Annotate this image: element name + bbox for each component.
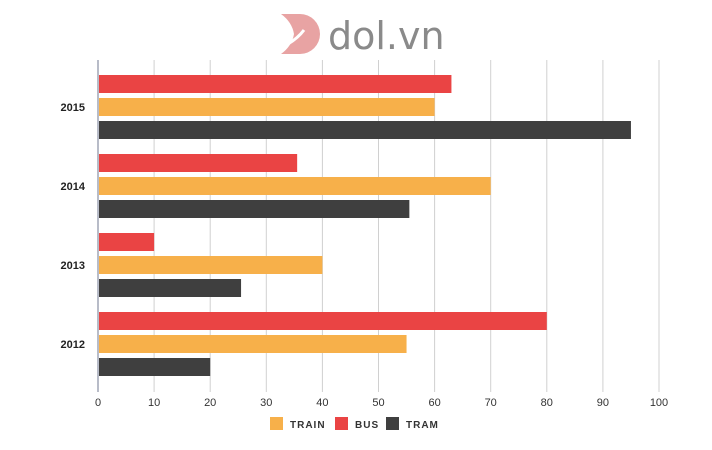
x-tick-label: 0 [95, 397, 101, 409]
bar-bus-2012 [99, 312, 547, 330]
bar-tram-2013 [99, 279, 242, 297]
x-tick-label: 30 [260, 397, 272, 409]
category-label: 2012 [61, 339, 85, 351]
category-label: 2013 [61, 260, 85, 272]
x-tick-label: 20 [204, 397, 216, 409]
bar-train-2013 [99, 256, 323, 274]
x-tick-label: 80 [541, 397, 553, 409]
x-tick-label: 50 [372, 397, 384, 409]
legend-label-train: TRAIN [290, 420, 326, 431]
bar-tram-2014 [99, 200, 410, 218]
legend-swatch-bus [335, 417, 348, 430]
bar-bus-2013 [99, 233, 155, 251]
logo: dol.vn [281, 14, 445, 58]
x-tick-label: 100 [650, 397, 668, 409]
category-label: 2015 [61, 102, 85, 114]
x-tick-label: 40 [316, 397, 328, 409]
category-label: 2014 [61, 181, 86, 193]
logo-text: dol.vn [328, 14, 445, 58]
legend-swatch-tram [386, 417, 399, 430]
bar-train-2014 [99, 177, 491, 195]
x-tick-label: 70 [485, 397, 497, 409]
x-tick-label: 60 [428, 397, 440, 409]
x-tick-label: 90 [597, 397, 609, 409]
legend-label-bus: BUS [355, 420, 379, 431]
bar-train-2012 [99, 335, 407, 353]
bar-tram-2012 [99, 358, 211, 376]
bar-bus-2014 [99, 154, 298, 172]
legend-swatch-train [270, 417, 283, 430]
bar-bus-2015 [99, 75, 452, 93]
x-tick-label: 10 [148, 397, 160, 409]
legend-label-tram: TRAM [406, 420, 439, 431]
bar-tram-2015 [99, 121, 631, 139]
bar-train-2015 [99, 98, 435, 116]
